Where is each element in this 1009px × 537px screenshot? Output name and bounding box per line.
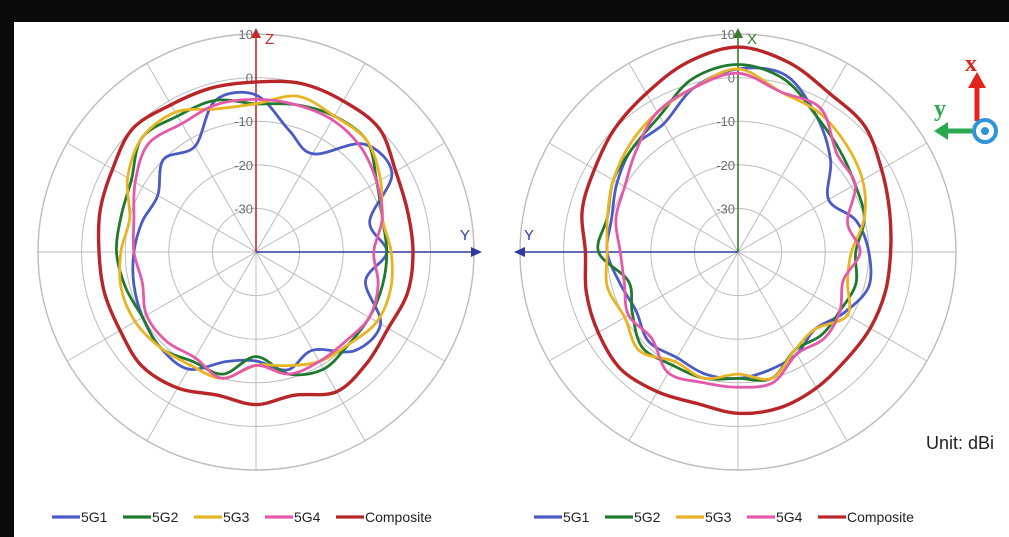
grid-spoke — [548, 251, 739, 362]
x-arrowhead-icon — [968, 72, 986, 88]
vertical-axis-label: Z — [265, 31, 274, 48]
radial-tick-labels: 10 0 -10 -20 -30 — [234, 27, 253, 216]
grid-spoke — [548, 142, 739, 253]
polar-axes: XY — [514, 28, 757, 257]
unit-label: Unit: dBi — [926, 433, 994, 453]
series-line-5g3 — [604, 67, 867, 381]
vertical-axis-arrow-icon — [251, 28, 261, 38]
grid-spoke — [66, 251, 257, 362]
grid-spoke — [255, 62, 366, 253]
legend-entry-label: Composite — [847, 509, 914, 525]
radial-tick-label: -30 — [234, 201, 253, 216]
radial-tick-label: 0 — [728, 71, 735, 86]
grid-spoke — [66, 142, 257, 253]
coord-y-label: y — [934, 96, 946, 122]
radial-tick-labels: 10 0 -10 -20 -30 — [716, 27, 735, 216]
horizontal-axis-label: Y — [460, 227, 470, 244]
legend-entry-label: 5G4 — [776, 509, 803, 525]
grid-spoke — [255, 251, 366, 442]
grid-spoke — [146, 62, 257, 253]
polar-axes: ZY — [251, 28, 482, 257]
series-group — [96, 79, 415, 407]
legend-entry-label: Composite — [365, 509, 432, 525]
polar-chart-right: XY 100-10-20-30 5G1 5G2 5G3 5G4 Composite — [514, 27, 957, 525]
coord-x-label: x — [965, 51, 977, 77]
radial-tick-label: -20 — [234, 158, 253, 173]
radial-tick-label: 0 — [246, 71, 253, 86]
legend-entry-label: 5G3 — [705, 509, 732, 525]
legend-entry-label: 5G1 — [81, 509, 108, 525]
legend: 5G1 5G2 5G3 5G4 Composite — [52, 509, 432, 525]
series-line-5g1 — [131, 90, 394, 372]
series-line-composite — [96, 79, 415, 407]
legend-entry-label: 5G3 — [223, 509, 250, 525]
legend-entry-label: 5G2 — [634, 509, 661, 525]
vertical-axis-label: X — [747, 31, 757, 48]
radial-tick-label: -30 — [716, 201, 735, 216]
radial-tick-label: -10 — [234, 114, 253, 129]
coordinate-axes-icon: x y — [934, 51, 998, 144]
grid-spoke — [737, 251, 928, 362]
figure-canvas: ZY 100-10-20-30 5G1 5G2 5G3 5G4 Composite XY… — [37, 27, 998, 525]
radial-tick-label: 10 — [239, 27, 253, 42]
y-arrowhead-icon — [934, 122, 948, 140]
grid-spoke — [737, 251, 848, 442]
radial-tick-label: -20 — [716, 158, 735, 173]
series-line-composite — [580, 45, 893, 416]
radial-tick-label: -10 — [716, 114, 735, 129]
polar-chart-left: ZY 100-10-20-30 5G1 5G2 5G3 5G4 Composite — [37, 27, 482, 525]
series-group — [580, 45, 893, 416]
legend-entry-label: 5G4 — [294, 509, 321, 525]
grid-spoke — [255, 142, 446, 253]
horizontal-axis-label: Y — [524, 227, 534, 244]
series-line-5g4 — [131, 98, 384, 380]
legend-entry-label: 5G1 — [563, 509, 590, 525]
grid-spoke — [737, 142, 928, 253]
legend-entry-label: 5G2 — [152, 509, 179, 525]
series-line-5g4 — [614, 71, 862, 389]
radial-tick-label: 10 — [721, 27, 735, 42]
out-of-plane-z-dot-icon — [981, 127, 989, 135]
grid-spoke — [628, 251, 739, 442]
grid-spoke — [255, 251, 446, 362]
vertical-axis-arrow-icon — [733, 28, 743, 38]
horizontal-axis-arrow-icon — [471, 247, 482, 257]
grid-spoke — [146, 251, 257, 442]
legend: 5G1 5G2 5G3 5G4 Composite — [534, 509, 914, 525]
horizontal-axis-arrow-icon — [514, 247, 525, 257]
